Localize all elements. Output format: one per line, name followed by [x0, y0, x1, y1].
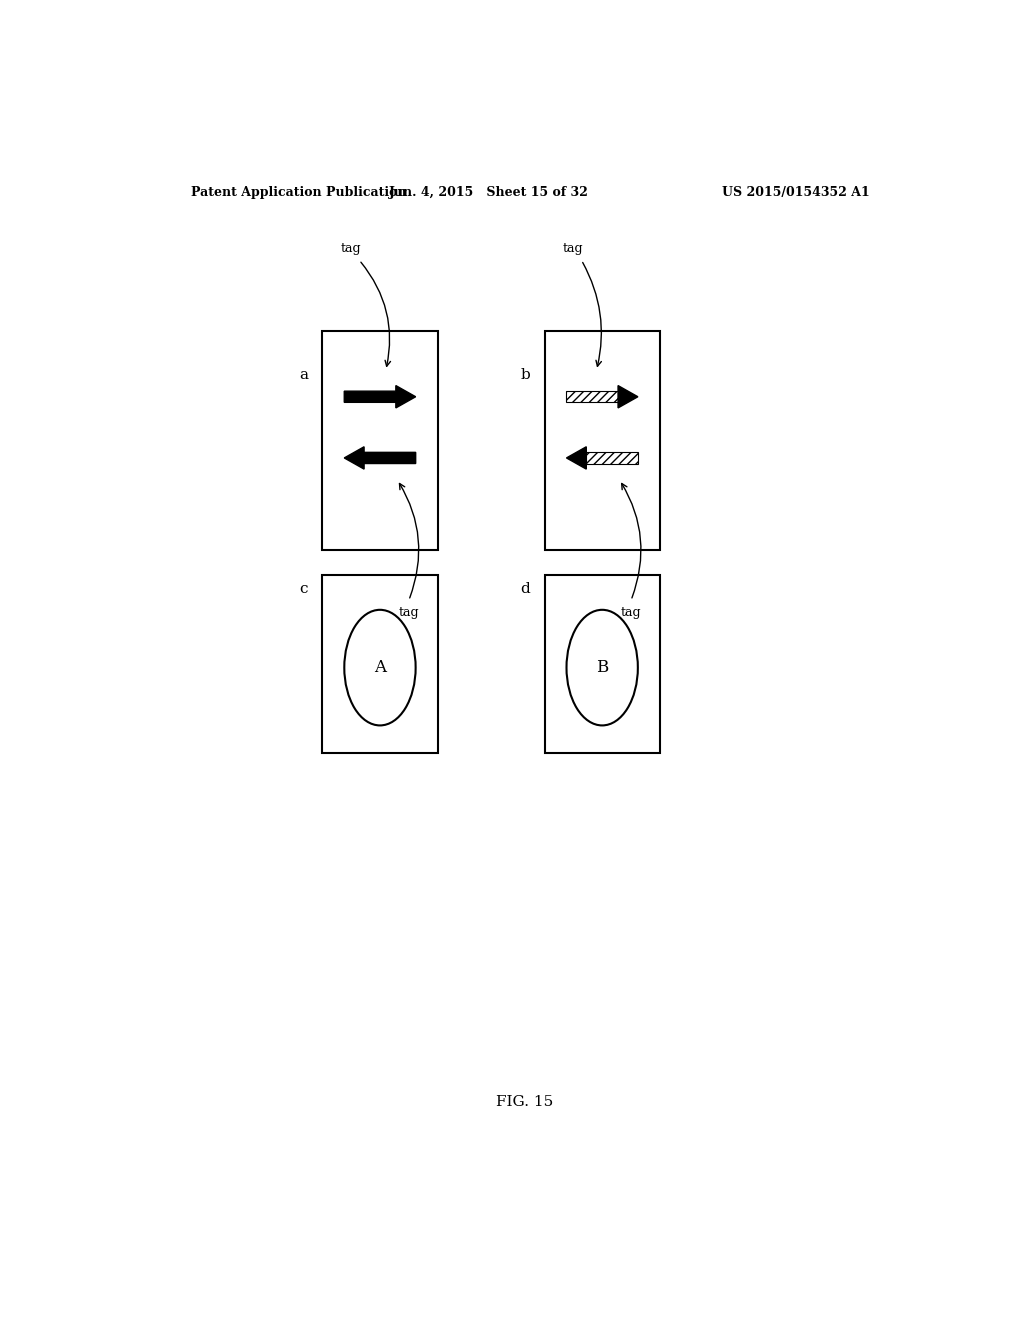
Bar — [566, 391, 618, 403]
Text: tag: tag — [563, 242, 584, 255]
Text: c: c — [300, 582, 308, 597]
Text: b: b — [520, 368, 530, 381]
Text: tag: tag — [398, 606, 419, 619]
Text: FIG. 15: FIG. 15 — [497, 1094, 553, 1109]
Text: A: A — [374, 659, 386, 676]
Text: a: a — [299, 368, 308, 381]
Text: US 2015/0154352 A1: US 2015/0154352 A1 — [722, 186, 870, 199]
Bar — [545, 576, 659, 752]
Polygon shape — [566, 446, 587, 469]
Text: tag: tag — [621, 606, 641, 619]
Text: B: B — [596, 659, 608, 676]
FancyArrow shape — [344, 385, 416, 408]
Bar — [323, 331, 437, 549]
FancyArrow shape — [344, 446, 416, 469]
Bar — [545, 331, 659, 549]
Bar — [323, 576, 437, 752]
Text: d: d — [520, 582, 530, 597]
Polygon shape — [618, 385, 638, 408]
Text: Patent Application Publication: Patent Application Publication — [191, 186, 407, 199]
Text: Jun. 4, 2015   Sheet 15 of 32: Jun. 4, 2015 Sheet 15 of 32 — [389, 186, 589, 199]
Text: tag: tag — [341, 242, 361, 255]
Bar — [587, 453, 638, 463]
